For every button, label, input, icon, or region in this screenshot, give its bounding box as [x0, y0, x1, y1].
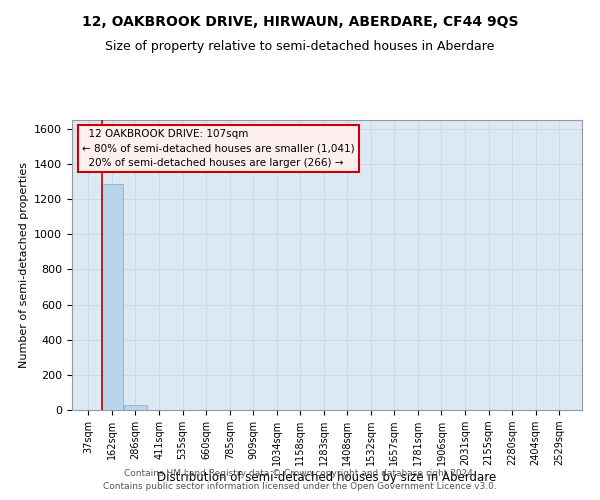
Bar: [101, 184, 124, 410]
Text: Size of property relative to semi-detached houses in Aberdare: Size of property relative to semi-detach…: [106, 40, 494, 53]
Text: Contains public sector information licensed under the Open Government Licence v3: Contains public sector information licen…: [103, 482, 497, 491]
Text: Contains HM Land Registry data © Crown copyright and database right 2024.: Contains HM Land Registry data © Crown c…: [124, 468, 476, 477]
Text: 12, OAKBROOK DRIVE, HIRWAUN, ABERDARE, CF44 9QS: 12, OAKBROOK DRIVE, HIRWAUN, ABERDARE, C…: [82, 15, 518, 29]
Text: 12 OAKBROOK DRIVE: 107sqm
← 80% of semi-detached houses are smaller (1,041)
  20: 12 OAKBROOK DRIVE: 107sqm ← 80% of semi-…: [82, 128, 355, 168]
Y-axis label: Number of semi-detached properties: Number of semi-detached properties: [19, 162, 29, 368]
X-axis label: Distribution of semi-detached houses by size in Aberdare: Distribution of semi-detached houses by …: [157, 471, 497, 484]
Bar: [124, 404, 147, 410]
